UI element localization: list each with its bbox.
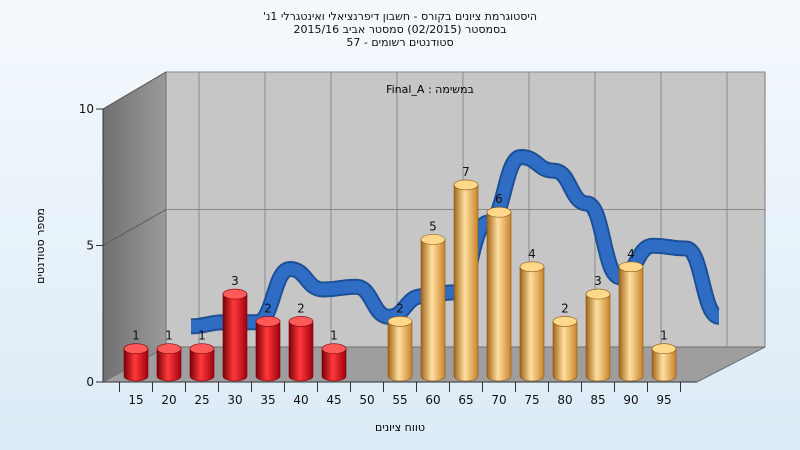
- bar-top-85: [585, 288, 611, 300]
- bar-55: [387, 316, 413, 382]
- bar-label-85: 3: [594, 274, 602, 288]
- bar-40: [288, 316, 314, 382]
- bar-label-65: 7: [462, 165, 470, 179]
- bar-75: [519, 261, 545, 382]
- bar-label-60: 5: [429, 220, 437, 234]
- bar-60: [420, 234, 446, 382]
- bar-body-95: [651, 348, 677, 382]
- bar-top-60: [420, 234, 446, 245]
- y-tick-label-1: 5: [86, 239, 94, 253]
- x-tick-label-35: 35: [260, 393, 275, 407]
- bar-body-60: [420, 239, 446, 382]
- bar-body-15: [123, 348, 149, 382]
- chart-title-line-3: סטודנטים רשומים - 57: [346, 36, 454, 49]
- bar-top-55: [387, 316, 413, 327]
- bar-body-55: [387, 321, 413, 382]
- x-tick-label-40: 40: [293, 393, 308, 407]
- bar-30: [222, 288, 248, 382]
- x-tick-label-65: 65: [458, 393, 473, 407]
- bar-body-65: [453, 184, 479, 382]
- bar-label-15: 1: [132, 329, 140, 343]
- bar-body-40: [288, 321, 314, 382]
- bar-top-65: [453, 179, 479, 191]
- bar-body-35: [255, 321, 281, 382]
- bar-top-75: [519, 261, 545, 273]
- gridline-side-2: [102, 71, 167, 110]
- y-tick-label-0: 0: [86, 375, 94, 389]
- chart-title: היסטוגרמת ציונים בקורס - חשבון דיפרנציאל…: [0, 10, 800, 49]
- x-tick-label-20: 20: [161, 393, 176, 407]
- bar-body-75: [519, 266, 545, 382]
- x-tick-label-85: 85: [590, 393, 605, 407]
- bar-90: [618, 261, 644, 382]
- bar-label-25: 1: [198, 329, 206, 343]
- bar-top-90: [618, 261, 644, 273]
- x-tick-label-95: 95: [656, 393, 671, 407]
- bar-body-80: [552, 321, 578, 382]
- bar-top-30: [222, 288, 248, 300]
- bar-label-55: 2: [396, 301, 404, 315]
- bar-top-70: [486, 206, 512, 218]
- bar-25: [189, 343, 215, 382]
- bar-top-20: [156, 343, 182, 355]
- bar-label-20: 1: [165, 329, 173, 343]
- y-axis-title: מספר סטודנטים: [34, 208, 47, 284]
- bar-body-90: [618, 266, 644, 382]
- bar-body-45: [321, 348, 347, 382]
- bar-body-85: [585, 293, 611, 382]
- x-tick-label-15: 15: [128, 393, 143, 407]
- bar-35: [255, 316, 281, 382]
- x-tick-label-80: 80: [557, 393, 572, 407]
- x-tick-label-90: 90: [623, 393, 638, 407]
- x-tick-label-75: 75: [524, 393, 539, 407]
- bar-top-35: [255, 316, 281, 327]
- x-tick-label-50: 50: [359, 393, 374, 407]
- bar-label-90: 4: [627, 247, 635, 261]
- bar-labels: 1 1 1 3 2 2 1 2 5 7 6 4 2 3 4 1: [132, 165, 668, 343]
- x-tick-label-55: 55: [392, 393, 407, 407]
- y-tick-label-2: 10: [79, 102, 94, 116]
- bar-20: [156, 343, 182, 382]
- x-tick-label-45: 45: [326, 393, 341, 407]
- gridline-side-1: [102, 209, 167, 246]
- x-axis-title: טווח ציונים: [375, 421, 425, 434]
- bar-top-45: [321, 343, 347, 355]
- bar-95: [651, 343, 677, 382]
- bar-label-95: 1: [660, 329, 668, 343]
- x-tick-label-30: 30: [227, 393, 242, 407]
- bar-top-80: [552, 316, 578, 327]
- annotation-label: במשימה : Final_A: [386, 83, 474, 96]
- bar-label-35: 2: [264, 301, 272, 315]
- bar-85: [585, 288, 611, 382]
- bar-label-75: 4: [528, 247, 536, 261]
- bar-15: [123, 343, 149, 382]
- bar-label-80: 2: [561, 301, 569, 315]
- bar-45: [321, 343, 347, 382]
- bar-label-30: 3: [231, 274, 239, 288]
- bar-label-45: 1: [330, 329, 338, 343]
- bar-body-30: [222, 293, 248, 382]
- chart-title-line-1: היסטוגרמת ציונים בקורס - חשבון דיפרנציאל…: [262, 10, 538, 23]
- bar-70: [486, 206, 512, 382]
- bar-65: [453, 179, 479, 382]
- bar-body-20: [156, 348, 182, 382]
- bar-80: [552, 316, 578, 382]
- bar-top-95: [651, 343, 677, 355]
- x-tick-label-60: 60: [425, 393, 440, 407]
- chart-title-line-2: בסמסטר (02/2015) סמסטר אביב 2015/16: [293, 23, 507, 36]
- bar-top-15: [123, 343, 149, 355]
- bar-label-70: 6: [495, 192, 503, 206]
- bar-label-40: 2: [297, 301, 305, 315]
- bar-body-25: [189, 348, 215, 382]
- bar-body-70: [486, 211, 512, 382]
- bar-top-25: [189, 343, 215, 355]
- x-tick-label-25: 25: [194, 393, 209, 407]
- bars: [123, 179, 677, 382]
- bar-top-40: [288, 316, 314, 327]
- x-tick-label-70: 70: [491, 393, 506, 407]
